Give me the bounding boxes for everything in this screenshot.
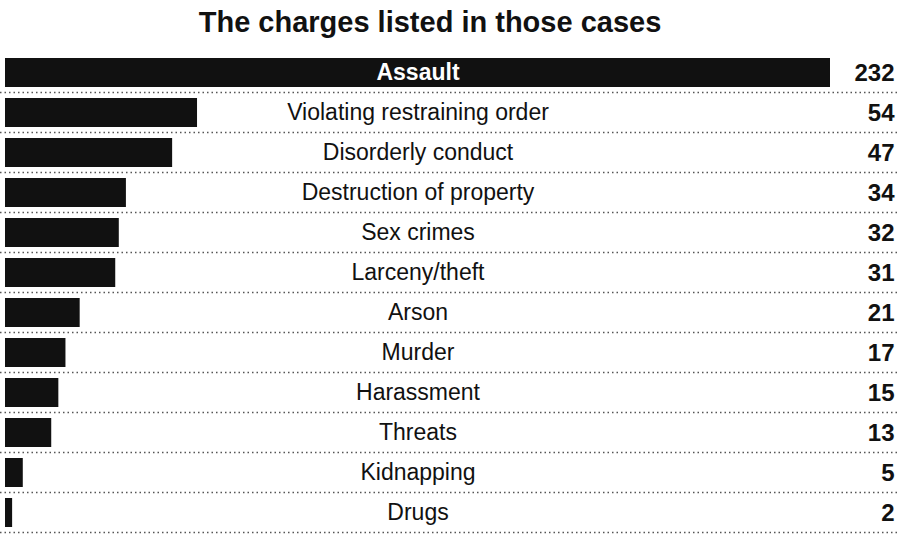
svg-text:47: 47: [868, 139, 895, 166]
svg-text:5: 5: [881, 459, 894, 486]
svg-text:Arson: Arson: [388, 299, 448, 325]
svg-text:2: 2: [881, 499, 894, 526]
svg-text:13: 13: [868, 419, 895, 446]
svg-text:Murder: Murder: [382, 339, 455, 365]
svg-text:34: 34: [868, 179, 895, 206]
svg-text:17: 17: [868, 339, 895, 366]
svg-text:Violating restraining order: Violating restraining order: [287, 99, 549, 125]
svg-text:Drugs: Drugs: [387, 499, 448, 525]
svg-text:Destruction of property: Destruction of property: [302, 179, 535, 205]
svg-text:232: 232: [854, 59, 894, 86]
svg-text:Harassment: Harassment: [356, 379, 481, 405]
svg-text:Larceny/theft: Larceny/theft: [352, 259, 486, 285]
svg-text:Assault: Assault: [376, 59, 459, 85]
svg-text:Disorderly conduct: Disorderly conduct: [323, 139, 514, 165]
svg-text:Kidnapping: Kidnapping: [360, 459, 475, 485]
svg-text:Sex crimes: Sex crimes: [361, 219, 475, 245]
svg-text:31: 31: [868, 259, 895, 286]
html-text:The charges listed in those ca: The charges listed in those cases: [198, 6, 662, 38]
svg-text:Threats: Threats: [379, 419, 457, 445]
svg-text:32: 32: [868, 219, 895, 246]
svg-text:15: 15: [868, 379, 895, 406]
svg-text:21: 21: [868, 299, 895, 326]
svg-text:54: 54: [868, 99, 895, 126]
